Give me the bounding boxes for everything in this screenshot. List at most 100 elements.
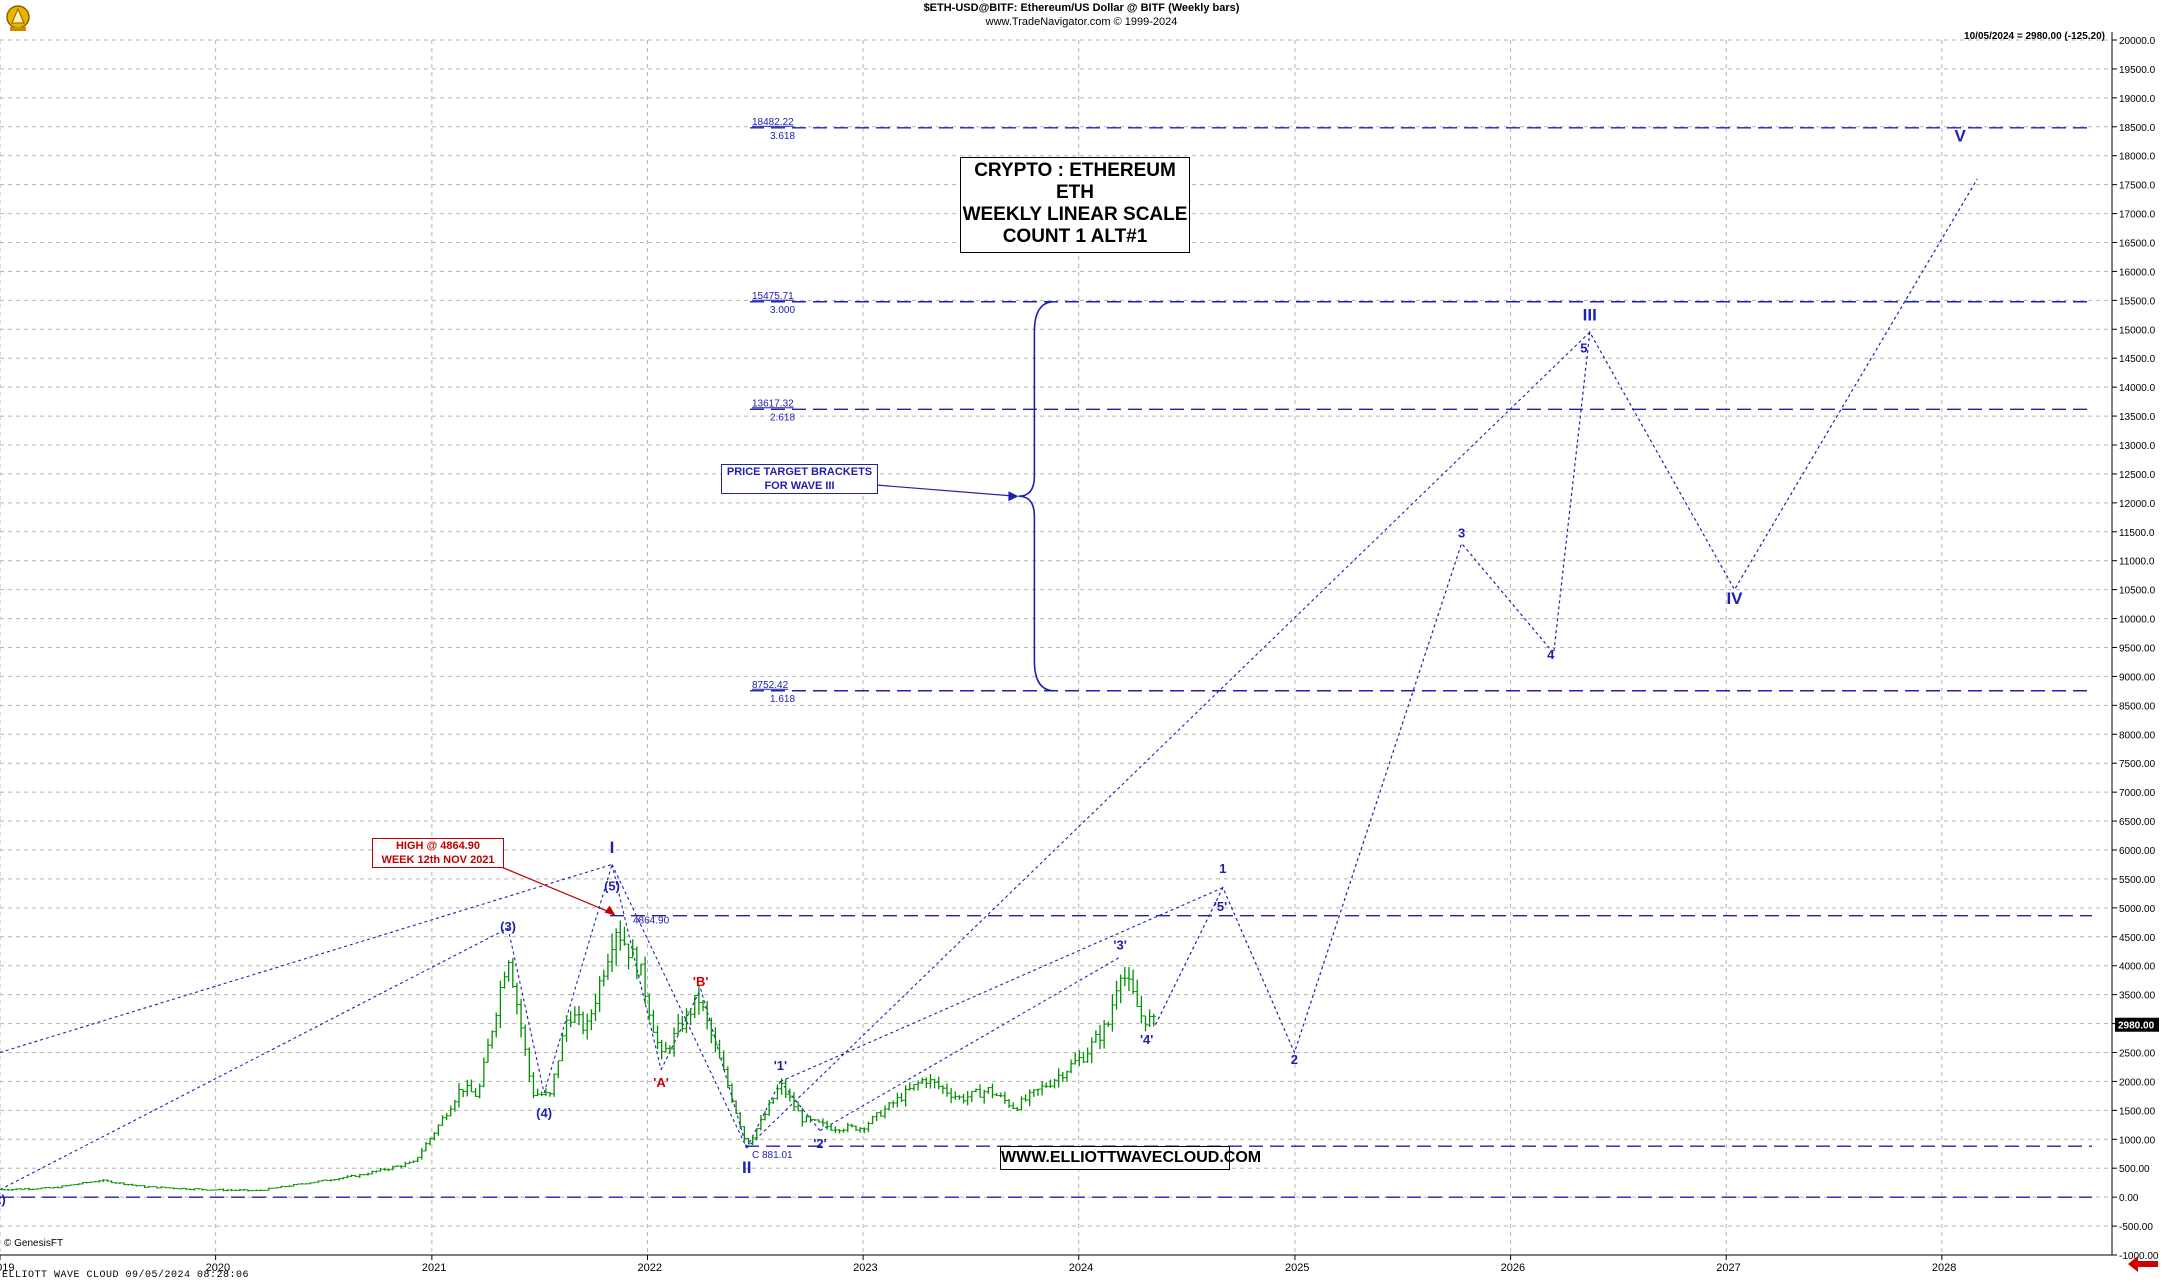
x-tick-label: 2019 — [0, 1262, 14, 1274]
x-tick-label: 2026 — [1501, 1262, 1525, 1274]
y-tick-label: 18500.0 — [2119, 123, 2156, 134]
title-line-3: WEEKLY LINEAR SCALE — [962, 204, 1188, 225]
footer-text: ELLIOTT WAVE CLOUD 09/05/2024 08:28:06 — [2, 1270, 250, 1281]
y-tick-label: 6500.00 — [2119, 817, 2156, 828]
y-tick-label: 17500.0 — [2119, 181, 2156, 192]
y-tick-label: 5500.00 — [2119, 875, 2156, 886]
grid-layer — [0, 39, 2112, 1256]
wave-label: 3 — [1458, 526, 1465, 541]
axes: -1000.00 -500.00 0.00 500.00 1000.00 1500.00 2… — [0, 32, 2159, 1274]
wave-label: 'A' — [653, 1075, 669, 1090]
y-tick-label: 8500.00 — [2119, 701, 2156, 712]
wave-label: '3' — [1113, 938, 1126, 953]
y-tick-label: 9000.00 — [2119, 672, 2156, 683]
wave-guide-line — [507, 927, 545, 1094]
target-arrowhead — [1008, 491, 1019, 502]
x-tick-label: 2027 — [1716, 1262, 1740, 1274]
y-tick-label: 15000.0 — [2119, 325, 2156, 336]
y-tick-label: 8000.00 — [2119, 730, 2156, 741]
wave-labels: 2) (3) (4) (5) I 'A' 'B' II '1' '2' '3' '4' 1 '5' 2 3 4 5… — [0, 126, 1967, 1207]
y-tick-label: 15500.0 — [2119, 296, 2156, 307]
y-tick-label: 17000.0 — [2119, 210, 2156, 221]
y-tick-label: 16000.0 — [2119, 267, 2156, 278]
wave-label: 4 — [1547, 647, 1555, 662]
wave-guide-line — [700, 988, 748, 1149]
wave-label: (5) — [604, 879, 620, 894]
price-bars — [0, 920, 1156, 1192]
wave-label: 2) — [0, 1192, 6, 1207]
y-tick-label: 11500.0 — [2119, 528, 2155, 539]
low-price-label: C 881.01 — [752, 1150, 793, 1161]
level-price-label: 8752.42 — [752, 680, 789, 691]
y-tick-label: 0.00 — [2119, 1193, 2139, 1204]
high-callout-line-1: HIGH @ 4864.90 — [395, 840, 481, 852]
wave-guide-line — [779, 1081, 821, 1131]
level-ratio-label: 2.618 — [770, 412, 795, 423]
price-tag-box — [2115, 1017, 2159, 1032]
wave-label: 2 — [1291, 1052, 1298, 1067]
level-ratio-label: 3.618 — [770, 131, 795, 142]
x-tick-label: 2028 — [1932, 1262, 1956, 1274]
y-tick-label: 7500.00 — [2119, 759, 2156, 770]
y-tick-label: 20000.0 — [2119, 36, 2156, 47]
wave-label: 1 — [1219, 861, 1226, 876]
wave-label: '2' — [813, 1136, 826, 1151]
wave-label: '5' — [1214, 899, 1227, 914]
wave-label: '4' — [1140, 1032, 1153, 1047]
y-tick-label: 19000.0 — [2119, 94, 2156, 105]
y-tick-label: 4500.00 — [2119, 933, 2156, 944]
projected-wave-path — [1154, 178, 1978, 1055]
y-tick-label: 9500.00 — [2119, 644, 2156, 655]
wave-label: 'B' — [693, 974, 709, 989]
high-callout: HIGH @ 4864.90 WEEK 12th NOV 2021 — [372, 838, 504, 868]
title-box: CRYPTO : ETHEREUM ETH WEEKLY LINEAR SCAL… — [960, 157, 1190, 253]
y-tick-label: 3500.00 — [2119, 991, 2156, 1002]
wave-guide-line — [819, 956, 1121, 1132]
wave-guide-line — [746, 1081, 781, 1149]
wave-label: (3) — [500, 919, 516, 934]
y-tick-label: 10500.0 — [2119, 586, 2156, 597]
y-tick-label: 13500.0 — [2119, 412, 2156, 423]
target-bracket — [1018, 300, 1055, 692]
high-arrowhead — [604, 905, 616, 916]
y-tick-label: 5000.00 — [2119, 904, 2156, 915]
y-tick-label: 14000.0 — [2119, 383, 2156, 394]
y-tick-label: 13000.0 — [2119, 441, 2156, 452]
y-tick-label: 500.00 — [2119, 1164, 2150, 1175]
x-tick-label: 2025 — [1285, 1262, 1309, 1274]
wave-label: II — [742, 1158, 751, 1177]
scroll-left-arrow-icon — [2128, 1256, 2158, 1272]
y-tick-label: 2500.00 — [2119, 1049, 2156, 1060]
y-tick-label: 19500.0 — [2119, 65, 2156, 76]
price-target-line-2: FOR WAVE III — [764, 480, 835, 492]
x-tick-label: 2021 — [422, 1262, 446, 1274]
price-tag-label: 2980.00 — [2118, 1021, 2155, 1032]
fibonacci-levels: 18482.22 3.618 15475.71 3.000 13617.32 2.618 8… — [0, 117, 2092, 1198]
wave-guide-line — [0, 927, 509, 1191]
wave-label: 5 — [1580, 340, 1587, 355]
y-tick-label: 18000.0 — [2119, 152, 2156, 163]
x-tick-label: 2023 — [853, 1262, 877, 1274]
website-box: WWW.ELLIOTTWAVECLOUD.COM — [1000, 1146, 1261, 1170]
high-price-label: 4864.90 — [633, 916, 670, 927]
y-tick-label: 7000.00 — [2119, 788, 2156, 799]
y-tick-label: 10000.0 — [2119, 615, 2156, 626]
wave-guide-line — [0, 863, 613, 1054]
level-price-label: 13617.32 — [752, 398, 794, 409]
wave-guide-line — [611, 864, 748, 1149]
wave-label: '1' — [774, 1058, 787, 1073]
wave-lines — [0, 178, 1978, 1191]
y-tick-label: 2000.00 — [2119, 1077, 2156, 1088]
y-tick-label: 11000.0 — [2119, 557, 2155, 568]
title-line-2: ETH — [1056, 182, 1094, 203]
y-tick-label: -500.00 — [2119, 1222, 2153, 1233]
last-price-info: 10/05/2024 = 2980.00 (-125.20) — [1964, 31, 2105, 42]
wave-guide-line — [746, 331, 1591, 1149]
y-tick-label: 12000.0 — [2119, 499, 2156, 510]
y-tick-label: 12500.0 — [2119, 470, 2156, 481]
price-target-callout: PRICE TARGET BRACKETS FOR WAVE III — [721, 464, 878, 494]
level-ratio-label: 1.618 — [770, 694, 795, 705]
high-callout-line-2: WEEK 12th NOV 2021 — [381, 854, 495, 866]
price-target-line-1: PRICE TARGET BRACKETS — [726, 466, 873, 478]
